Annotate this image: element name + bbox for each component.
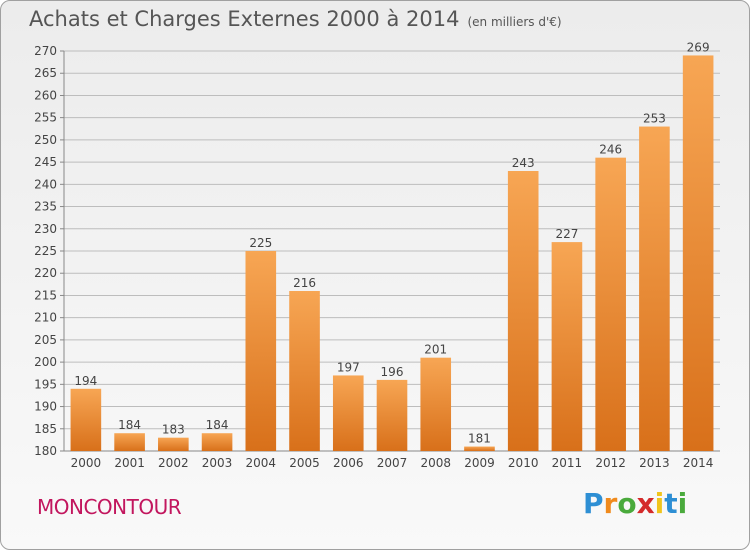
bars [70,55,714,452]
y-axis: 180 185 190 195 200 205 210 215 220 225 230 235 240 2… [34,44,720,458]
y-tick-label: 180 [34,444,57,458]
bar-2011 [551,242,583,451]
data-label: 225 [249,236,272,250]
x-tick-label: 2004 [246,456,277,470]
x-tick-label: 2001 [114,456,145,470]
bar-2008 [420,357,452,451]
data-label: 227 [555,227,578,241]
y-tick-label: 205 [34,333,57,347]
y-tick-label: 240 [34,177,57,191]
bar-2004 [245,251,277,451]
bar-2006 [332,375,364,451]
chart-unit: (en milliers d'€) [467,15,562,29]
x-tick-label: 2006 [333,456,364,470]
data-label: 196 [381,365,404,379]
x-tick-label: 2002 [158,456,189,470]
data-label: 184 [118,418,141,432]
x-tick-label: 2014 [683,456,714,470]
bar-2000 [70,388,102,451]
bar-2013 [639,126,670,452]
x-tick-label: 2013 [639,456,670,470]
y-tick-label: 185 [34,422,57,436]
data-label: 216 [293,276,316,290]
bar-2010 [507,171,539,451]
y-tick-label: 270 [34,44,57,58]
y-tick-label: 200 [34,355,57,369]
y-tick-label: 250 [34,133,57,147]
x-axis: 2000 2001 2002 2003 2004 2005 2006 2007 2008 2009… [71,456,714,470]
x-tick-label: 2012 [595,456,626,470]
y-tick-label: 220 [34,266,57,280]
bar-2009 [464,446,495,451]
x-tick-label: 2007 [377,456,408,470]
y-tick-label: 255 [34,111,57,125]
data-label: 243 [512,156,535,170]
x-tick-label: 2010 [508,456,539,470]
y-tick-label: 235 [34,200,57,214]
x-tick-label: 2000 [71,456,102,470]
data-label: 183 [162,423,185,437]
bar-2003 [201,433,233,451]
bar-2001 [114,433,145,451]
chart-title: Achats et Charges Externes 2000 à 2014 (e… [29,7,562,31]
data-label: 197 [337,360,360,374]
x-tick-label: 2003 [202,456,233,470]
data-label: 246 [599,143,622,157]
y-tick-label: 230 [34,222,57,236]
bar-2012 [595,157,626,451]
bar-2005 [289,291,320,451]
data-labels: 194 184 183 184 225 216 197 196 201 181 243 227 246 2… [74,40,709,445]
data-label: 201 [424,343,447,357]
data-label: 269 [687,40,710,54]
x-tick-label: 2011 [552,456,583,470]
y-tick-label: 215 [34,288,57,302]
x-tick-label: 2005 [289,456,320,470]
y-tick-label: 210 [34,311,57,325]
bar-2002 [158,437,189,451]
data-label: 184 [206,418,229,432]
bar-2007 [376,379,408,451]
y-tick-label: 245 [34,155,57,169]
proxiti-logo: Proxiti [583,487,688,520]
x-tick-label: 2008 [420,456,451,470]
x-tick-label: 2009 [464,456,495,470]
y-tick-label: 260 [34,88,57,102]
commune-name: MONCONTOUR [37,495,182,519]
chart-title-text: Achats et Charges Externes 2000 à 2014 [29,7,460,31]
y-tick-label: 265 [34,66,57,80]
bar-2014 [682,55,714,451]
data-label: 181 [468,432,491,446]
data-label: 253 [643,112,666,126]
data-label: 194 [74,374,97,388]
y-tick-label: 195 [34,377,57,391]
y-tick-label: 190 [34,400,57,414]
y-tick-label: 225 [34,244,57,258]
